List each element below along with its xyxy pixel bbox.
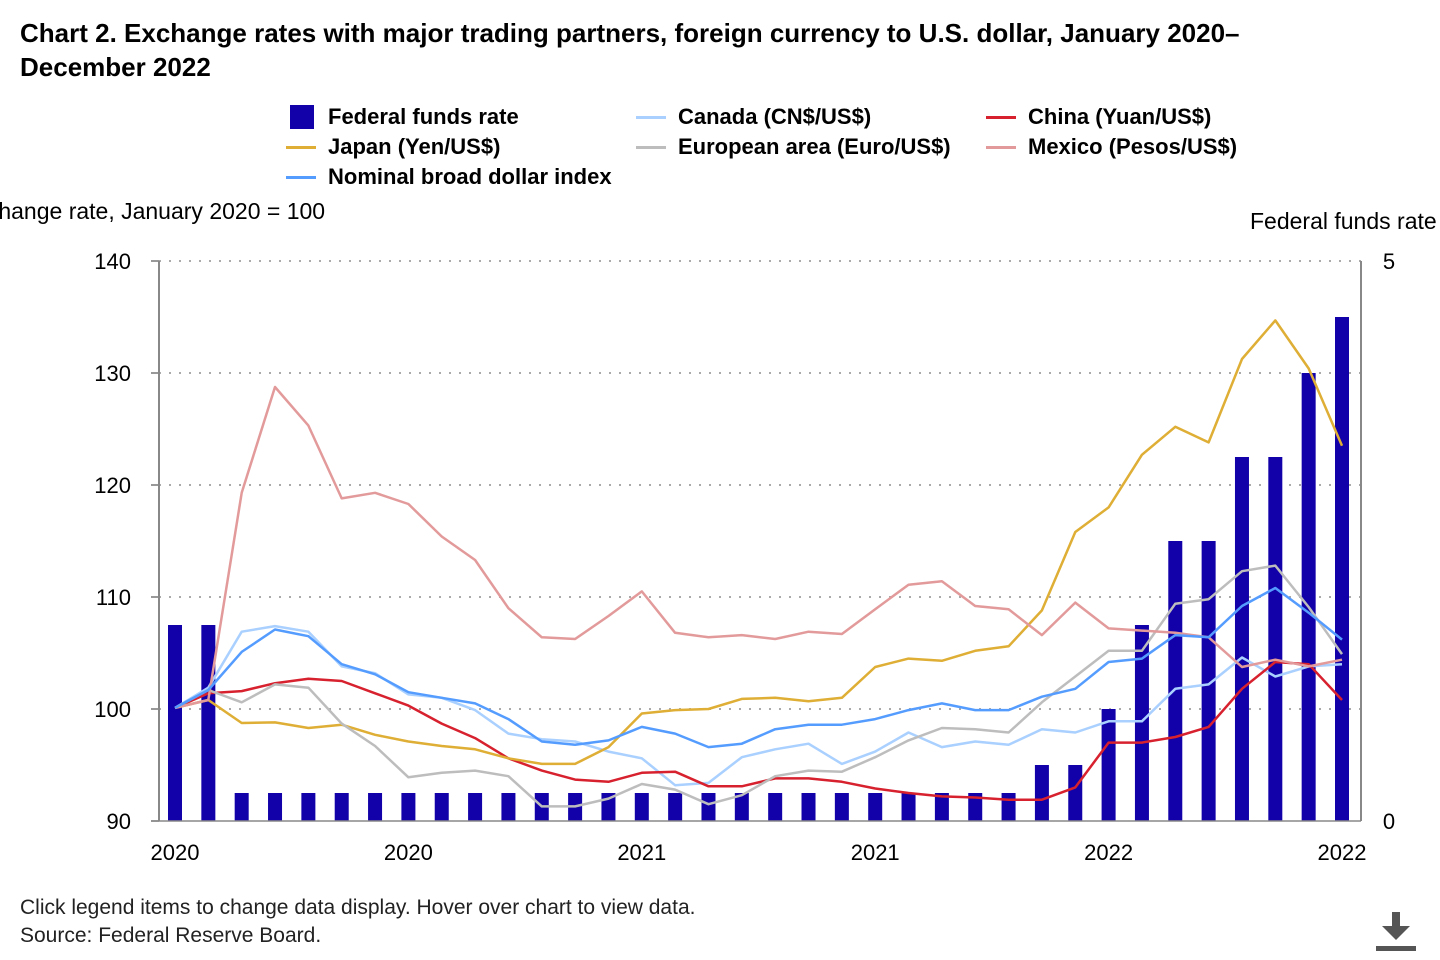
x-tick-label: 2022 (1318, 840, 1367, 865)
y-tick-label-left: 90 (107, 809, 131, 834)
bar-federal-funds-rate (1301, 373, 1316, 821)
bar-federal-funds-rate (1101, 709, 1116, 821)
bar-federal-funds-rate (701, 793, 716, 821)
bar-federal-funds-rate (168, 625, 182, 821)
bar-federal-funds-rate (468, 793, 483, 821)
bar-federal-funds-rate (1335, 317, 1349, 821)
series-line-nominal-broad-dollar-index (174, 586, 1343, 749)
bar-federal-funds-rate (434, 793, 449, 821)
bar-federal-funds-rate (668, 793, 683, 821)
instruction-note: Click legend items to change data displa… (20, 896, 696, 919)
y-tick-label-right: 5 (1383, 249, 1395, 274)
bar-federal-funds-rate (1168, 541, 1183, 821)
bar-federal-funds-rate (1268, 457, 1283, 821)
bar-federal-funds-rate (301, 793, 316, 821)
legend-item[interactable]: Canada (CN$/US$) (636, 104, 871, 130)
bar-federal-funds-rate (834, 793, 849, 821)
x-tick-label: 2021 (851, 840, 900, 865)
legend-label: Japan (Yen/US$) (328, 134, 501, 159)
y-tick-label-left: 140 (94, 249, 131, 274)
bar-federal-funds-rate (201, 625, 216, 821)
legend-swatch (636, 115, 666, 119)
y-tick-label-left: 130 (94, 361, 131, 386)
series-line-china-yuan-us (174, 660, 1343, 801)
legend-label: Mexico (Pesos/US$) (1028, 134, 1238, 159)
bar-federal-funds-rate (501, 793, 516, 821)
legend-item[interactable]: Japan (Yen/US$) (286, 134, 500, 160)
bar-federal-funds-rate (1134, 625, 1149, 821)
y-tick-label-left: 120 (94, 473, 131, 498)
legend-item[interactable]: Federal funds rate (290, 104, 519, 130)
right-axis-title: Federal funds rate (1250, 208, 1437, 234)
legend-swatch (636, 145, 666, 149)
bar-federal-funds-rate (368, 793, 383, 821)
y-tick-label-right: 0 (1383, 809, 1395, 834)
legend-label: Federal funds rate (328, 104, 519, 129)
x-tick-label: 2020 (384, 840, 433, 865)
bar-federal-funds-rate (734, 793, 749, 821)
legend-swatch (986, 115, 1016, 119)
download-button[interactable] (1374, 910, 1418, 954)
legend-swatch (286, 145, 316, 149)
legend-item[interactable]: Nominal broad dollar index (286, 164, 612, 190)
legend-item[interactable]: Mexico (Pesos/US$) (986, 134, 1237, 160)
source-note: Source: Federal Reserve Board. (20, 924, 322, 947)
legend-label: Canada (CN$/US$) (678, 104, 872, 129)
bar-federal-funds-rate (1034, 765, 1049, 821)
bar-federal-funds-rate (401, 793, 416, 821)
bar-federal-funds-rate (1068, 765, 1083, 821)
bar-federal-funds-rate (268, 793, 283, 821)
series-line-mexico-pesos-us (174, 385, 1343, 710)
left-axis-title: Exchange rate, January 2020 = 100 (0, 198, 326, 224)
bar-federal-funds-rate (968, 793, 983, 821)
x-tick-label: 2020 (151, 840, 200, 865)
download-icon (1376, 912, 1416, 951)
legend-label: Nominal broad dollar index (328, 164, 612, 189)
bar-federal-funds-rate (768, 793, 783, 821)
legend-item[interactable]: China (Yuan/US$) (986, 104, 1211, 130)
legend-label: European area (Euro/US$) (678, 134, 951, 159)
bar-federal-funds-rate (801, 793, 816, 821)
bar-federal-funds-rate (1001, 793, 1016, 821)
legend-swatch (286, 175, 316, 179)
bar-federal-funds-rate (534, 793, 549, 821)
legend-item[interactable]: European area (Euro/US$) (636, 134, 951, 160)
y-tick-label-left: 110 (96, 585, 131, 610)
bar-federal-funds-rate (868, 793, 883, 821)
legend-swatch (986, 145, 1016, 149)
bar-federal-funds-rate (234, 793, 249, 821)
x-tick-label: 2021 (617, 840, 666, 865)
y-tick-label-left: 100 (94, 697, 131, 722)
x-tick-label: 2022 (1084, 840, 1133, 865)
chart-title: Chart 2. Exchange rates with major tradi… (20, 18, 1240, 82)
bar-federal-funds-rate (334, 793, 349, 821)
legend-label: China (Yuan/US$) (1028, 104, 1212, 129)
series-line-canada-cn-us (174, 624, 1343, 787)
series-line-european-area-euro-us (174, 564, 1344, 808)
bar-federal-funds-rate (934, 793, 949, 821)
bar-federal-funds-rate (901, 793, 916, 821)
bar-federal-funds-rate (568, 793, 583, 821)
series-line-japan-yen-us (174, 319, 1344, 766)
legend-swatch (290, 105, 314, 129)
bar-federal-funds-rate (1201, 541, 1216, 821)
bar-federal-funds-rate (1234, 457, 1249, 821)
bar-federal-funds-rate (634, 793, 649, 821)
bar-federal-funds-rate (601, 793, 616, 821)
